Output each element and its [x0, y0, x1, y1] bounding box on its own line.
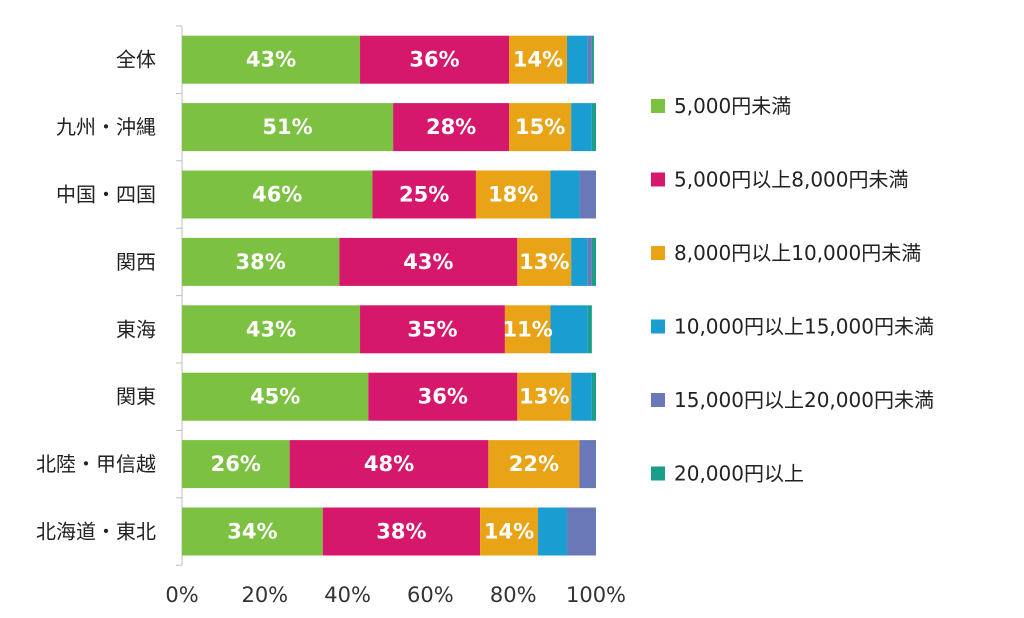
bar-segment: [182, 507, 323, 556]
bar-segment: [322, 507, 481, 556]
bar-segment: [480, 507, 539, 556]
x-tick-label: 60%: [407, 583, 454, 607]
bar-segment: [488, 440, 580, 489]
bar-segment: [182, 35, 361, 84]
legend-label: 8,000円以上10,000円未満: [674, 241, 921, 265]
data-label: 43%: [403, 250, 453, 274]
bar-segment: [289, 440, 489, 489]
bar-segment: [538, 507, 568, 556]
data-label: 48%: [364, 452, 414, 476]
bar-segment: [587, 305, 592, 354]
legend-swatch: [651, 393, 665, 407]
data-label: 45%: [250, 385, 300, 409]
bar-segment: [509, 103, 572, 152]
data-labels: 43% 36% 14% 51% 28% 15% 46% 25% 18% 38% 43% 13% 43% 3…: [211, 48, 570, 544]
legend-swatch: [651, 99, 665, 113]
data-label: 38%: [376, 520, 426, 544]
legend-swatch: [651, 246, 665, 260]
bar-segment: [504, 305, 551, 354]
bar-segment: [571, 103, 592, 152]
category-label: 東海: [116, 317, 156, 341]
data-label: 43%: [246, 317, 296, 341]
bar-segment: [475, 170, 551, 219]
bar-segment: [509, 35, 568, 84]
bar-segment: [587, 237, 592, 286]
bar-segment: [591, 237, 596, 286]
x-tick-label: 40%: [324, 583, 371, 607]
bar-segment: [591, 35, 594, 84]
bar-segment: [550, 305, 588, 354]
bar-segment: [182, 305, 361, 354]
legend-swatch: [651, 319, 665, 334]
legend-label: 5,000円未満: [674, 94, 791, 118]
category-label: 中国・四国: [56, 183, 156, 207]
legend-label: 15,000円以上20,000円未満: [674, 388, 934, 412]
bar-segment: [182, 237, 340, 286]
legend-label: 5,000円以上8,000円未満: [674, 168, 909, 192]
bar-segment: [591, 103, 596, 152]
category-label: 北陸・甲信越: [36, 452, 156, 476]
data-label: 18%: [488, 183, 538, 207]
bar-segment: [567, 507, 596, 556]
category-label: 関東: [116, 385, 156, 409]
category-label: 九州・沖縄: [56, 115, 156, 139]
data-label: 46%: [252, 183, 302, 207]
legend-swatch: [651, 172, 665, 187]
bar-segment: [517, 237, 572, 286]
legend-label: 10,000円以上15,000円未満: [674, 315, 934, 339]
category-label: 北海道・東北: [36, 520, 156, 544]
x-tick-label: 20%: [241, 583, 288, 607]
bar-segment: [550, 170, 580, 219]
legend: 5,000円未満 5,000円以上8,000円未満 8,000円以上10,000円未…: [651, 94, 934, 486]
bars: [182, 35, 596, 556]
bar-segment: [360, 35, 510, 84]
data-label: 13%: [519, 250, 569, 274]
x-tick-label: 0%: [165, 583, 198, 607]
data-label: 38%: [236, 250, 286, 274]
data-label: 36%: [418, 385, 468, 409]
data-label: 11%: [503, 317, 553, 341]
data-label: 36%: [409, 48, 459, 72]
axis: 0% 20% 40% 60% 80% 100% 全体九州・沖縄中国・四国関西東海関東北陸・甲…: [36, 25, 626, 607]
x-tick-label: 80%: [490, 583, 537, 607]
bar-segment: [368, 372, 518, 421]
bar-segment: [517, 372, 572, 421]
data-label: 51%: [262, 115, 312, 139]
bar-segment: [182, 103, 394, 152]
legend-swatch: [651, 466, 665, 481]
data-label: 22%: [509, 452, 559, 476]
data-label: 13%: [519, 385, 569, 409]
bar-segment: [571, 237, 588, 286]
data-label: 15%: [515, 115, 565, 139]
bar-segment: [372, 170, 476, 219]
data-label: 43%: [246, 48, 296, 72]
data-label: 28%: [426, 115, 476, 139]
data-label: 14%: [513, 48, 563, 72]
bar-segment: [182, 440, 290, 489]
bar-segment: [393, 103, 510, 152]
data-label: 14%: [484, 520, 534, 544]
legend-label: 20,000円以上: [674, 462, 804, 486]
bar-segment: [571, 372, 592, 421]
category-label: 関西: [116, 250, 156, 274]
category-label: 全体: [116, 48, 156, 72]
data-label: 25%: [399, 183, 449, 207]
bar-segment: [567, 35, 588, 84]
bar-segment: [182, 372, 369, 421]
bar-segment: [579, 170, 596, 219]
bar-segment: [182, 170, 373, 219]
data-label: 26%: [211, 452, 261, 476]
x-tick-label: 100%: [566, 583, 626, 607]
data-label: 34%: [227, 520, 277, 544]
bar-segment: [579, 440, 596, 489]
bar-segment: [360, 305, 505, 354]
data-label: 35%: [407, 317, 457, 341]
bar-segment: [591, 372, 596, 421]
bar-segment: [587, 35, 592, 84]
bar-segment: [339, 237, 518, 286]
